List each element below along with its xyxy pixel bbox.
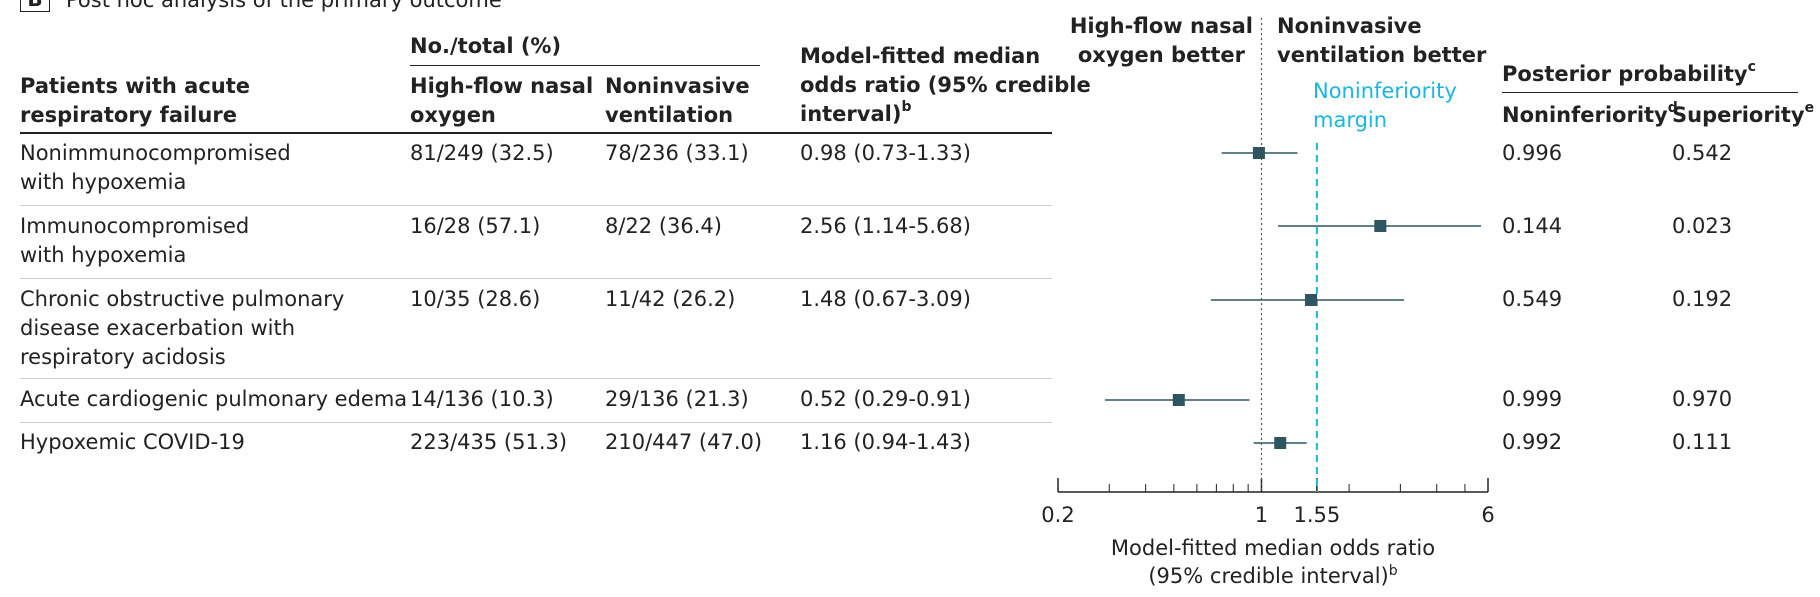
row-separator (20, 378, 1052, 379)
superiority-header-footnote: e (1804, 100, 1815, 116)
row-4-or: 0.52 (0.29-0.91) (800, 387, 971, 411)
row-2-superiority: 0.023 (1672, 214, 1733, 238)
margin-label-line-2: margin (1313, 108, 1387, 132)
row-3-noninferiority: 0.549 (1502, 287, 1563, 311)
or-header-footnote: b (901, 99, 912, 115)
panel-letter: B (20, 0, 50, 12)
row-5-or: 1.16 (0.94-1.43) (800, 430, 971, 454)
noninferiority-header-footnote: d (1667, 100, 1678, 116)
count-header: No./total (%) (410, 34, 562, 58)
x-axis-title-line-2: (95% credible interval)b (1148, 563, 1397, 588)
posterior-header-rule (1502, 92, 1798, 93)
group-header: Patients with acute respiratory failure (20, 72, 250, 130)
left-direction-label-line-2: oxygen better (1078, 43, 1246, 67)
count-header-rule (410, 65, 760, 66)
niv-header-line-2: ventilation (605, 103, 734, 127)
right-direction-label-line-1: Noninvasive (1277, 14, 1422, 38)
row-5-niv: 210/447 (47.0) (605, 430, 763, 454)
row-3-hfno: 10/35 (28.6) (410, 287, 541, 311)
hfno-header-line-2: oxygen (410, 103, 496, 127)
or-header-line-1: Model-fitted median (800, 44, 1041, 68)
row-5-group: Hypoxemic COVID-19 (20, 430, 245, 454)
row-2-niv: 8/22 (36.4) (605, 214, 722, 238)
row-2-noninferiority: 0.144 (1502, 214, 1563, 238)
niv-header: Noninvasive ventilation (605, 72, 750, 130)
or-header-line-3: interval) (800, 102, 902, 126)
panel-title: Post hoc analysis of the primary outcome (66, 0, 502, 12)
row-2-hfno: 16/28 (57.1) (410, 214, 541, 238)
x-axis-title-text: (95% credible interval) (1148, 564, 1388, 588)
row-1-niv: 78/236 (33.1) (605, 141, 749, 165)
group-header-line-2: respiratory failure (20, 103, 237, 127)
row-4-hfno: 14/136 (10.3) (410, 387, 554, 411)
row-5-noninferiority: 0.992 (1502, 430, 1563, 454)
x-axis-tick-label: 1.55 (1293, 503, 1340, 527)
row-5-hfno: 223/435 (51.3) (410, 430, 568, 454)
row-3-niv: 11/42 (26.2) (605, 287, 736, 311)
row-1-hfno: 81/249 (32.5) (410, 141, 554, 165)
right-direction-label-line-2: ventilation better (1277, 43, 1487, 67)
noninferiority-header-label: Noninferiority (1502, 103, 1668, 127)
hfno-header: High-flow nasal oxygen (410, 72, 593, 130)
x-axis-title-line-1: Model-fitted median odds ratio (1111, 536, 1435, 560)
margin-label-line-1: Noninferiority (1313, 79, 1457, 103)
or-header: Model-fitted median odds ratio (95% cred… (800, 42, 1091, 129)
row-3-superiority: 0.192 (1672, 287, 1733, 311)
row-1-noninferiority: 0.996 (1502, 141, 1563, 165)
x-axis-tick-label: 0.2 (1041, 503, 1074, 527)
row-2-or: 2.56 (1.14-5.68) (800, 214, 971, 238)
x-axis-tick-label: 6 (1481, 503, 1494, 527)
table-header-rule (20, 132, 1052, 134)
superiority-header-label: Superiority (1672, 103, 1805, 127)
posterior-header-label: Posterior probability (1502, 62, 1748, 86)
group-header-line-1: Patients with acute (20, 74, 251, 98)
x-axis-title-footnote: b (1389, 563, 1398, 579)
point-estimate (1274, 437, 1287, 449)
row-1-superiority: 0.542 (1672, 141, 1733, 165)
row-5-superiority: 0.111 (1672, 430, 1733, 454)
point-estimate (1172, 394, 1185, 406)
hfno-header-line-1: High-flow nasal (410, 74, 594, 98)
niv-header-line-1: Noninvasive (605, 74, 750, 98)
row-3-group: Chronic obstructive pulmonary disease ex… (20, 287, 345, 369)
row-4-superiority: 0.970 (1672, 387, 1733, 411)
left-direction-label-line-1: High-flow nasal (1070, 14, 1253, 38)
point-estimate (1305, 294, 1318, 306)
noninferiority-header: Noninferiorityd (1502, 101, 1678, 130)
row-separator (20, 422, 1052, 423)
row-3-or: 1.48 (0.67-3.09) (800, 287, 971, 311)
row-4-niv: 29/136 (21.3) (605, 387, 749, 411)
row-1-or: 0.98 (0.73-1.33) (800, 141, 971, 165)
posterior-header: Posterior probabilityc (1502, 60, 1756, 89)
or-header-line-2: odds ratio (95% credible (800, 73, 1091, 97)
row-4-noninferiority: 0.999 (1502, 387, 1563, 411)
point-estimate (1374, 220, 1387, 232)
row-separator (20, 205, 1052, 206)
posterior-header-footnote: c (1747, 59, 1756, 75)
point-estimate (1252, 147, 1265, 159)
superiority-header: Superioritye (1672, 101, 1814, 130)
row-separator (20, 278, 1052, 279)
row-1-group: Nonimmunocompromised with hypoxemia (20, 141, 291, 194)
row-4-group: Acute cardiogenic pulmonary edema (20, 387, 408, 411)
x-axis-tick-label: 1 (1255, 503, 1268, 527)
row-2-group: Immunocompromised with hypoxemia (20, 214, 250, 267)
